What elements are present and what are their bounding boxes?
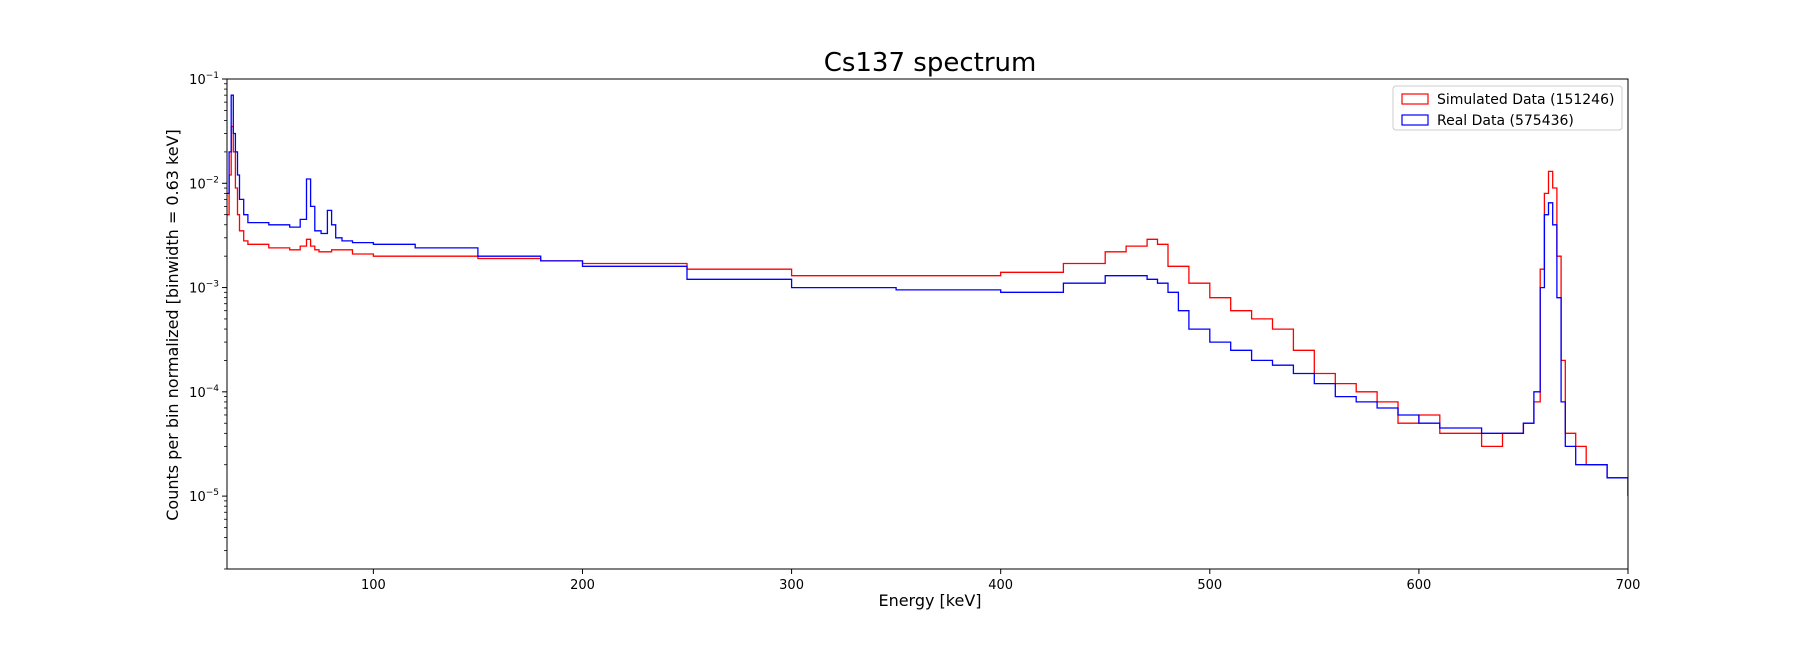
x-tick-label: 400	[988, 578, 1013, 593]
legend-swatch-real	[1401, 114, 1429, 126]
series-line-real	[227, 94, 1628, 497]
x-tick-label: 300	[779, 578, 804, 593]
series-line-simulated	[227, 125, 1628, 497]
y-tick-base: 10	[189, 282, 206, 297]
x-axis-ticks: 100 200 300 400 500 600 700	[361, 569, 1640, 593]
y-tick-exponent: −5	[206, 488, 219, 498]
y-tick-label: 10−2	[189, 175, 219, 192]
chart-legend: Simulated Data (151246) Real Data (575436…	[1392, 85, 1623, 131]
plot-area	[226, 78, 1629, 570]
axes-frame	[226, 78, 1629, 570]
y-tick-base: 10	[189, 490, 206, 505]
legend-label-real: Real Data (575436)	[1437, 113, 1574, 129]
x-axis-label: Energy [keV]	[878, 591, 981, 610]
legend-label-simulated: Simulated Data (151246)	[1437, 92, 1614, 108]
y-tick-label: 10−1	[189, 71, 219, 88]
legend-swatch-simulated	[1401, 93, 1429, 105]
x-tick-label: 600	[1406, 578, 1431, 593]
y-tick-label: 10−4	[189, 384, 219, 401]
y-tick-label: 10−3	[189, 280, 219, 297]
y-tick-base: 10	[189, 386, 206, 401]
legend-box	[1392, 85, 1623, 131]
y-tick-exponent: −2	[206, 175, 219, 185]
y-tick-exponent: −4	[206, 384, 220, 394]
x-tick-label: 200	[570, 578, 595, 593]
x-tick-label: 700	[1616, 578, 1641, 593]
y-tick-base: 10	[189, 73, 206, 88]
y-tick-label: 10−5	[189, 488, 219, 505]
y-tick-exponent: −1	[206, 71, 219, 81]
chart-title: Cs137 spectrum	[824, 48, 1037, 78]
y-axis-label: Counts per bin normalized [binwidth = 0.…	[163, 129, 182, 521]
y-tick-exponent: −3	[206, 280, 219, 290]
series-group	[227, 94, 1628, 497]
y-tick-base: 10	[189, 177, 206, 192]
y-axis-ticks: 10−510−410−310−210−1	[189, 71, 227, 570]
x-tick-label: 500	[1197, 578, 1222, 593]
x-tick-label: 100	[361, 578, 386, 593]
